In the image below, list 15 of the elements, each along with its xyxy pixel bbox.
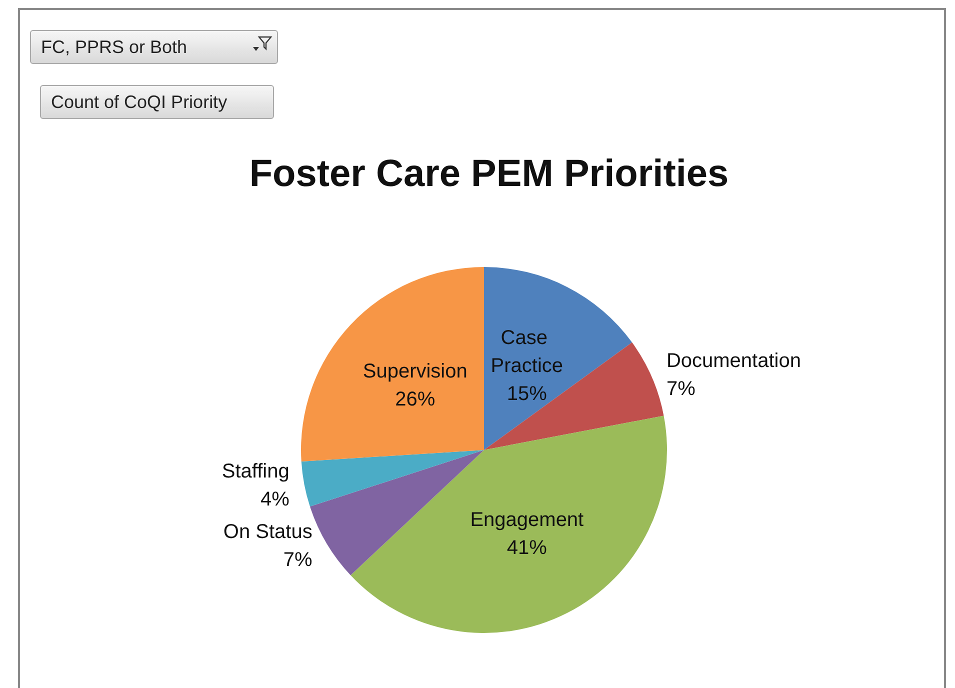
data-label: 4% [260,488,290,510]
data-label: 15% [506,382,548,405]
data-label: 7% [666,378,696,400]
slice-label: Engagement [470,509,584,532]
text: Count of CoQI Priority [51,92,228,112]
data-label: 26% [395,388,436,410]
data-label: 41% [506,537,548,560]
slice-label: Staffing [222,460,290,482]
text: FC, PPRS or Both [41,37,188,57]
data-label: 7% [283,549,313,572]
slice-label: Documentation [666,350,801,372]
chart-title: Foster Care PEM Priorities [249,153,729,195]
slice-label: On Status [223,521,312,544]
slice-label: Case Practice [490,326,564,377]
slice-label: Supervision [362,360,468,382]
